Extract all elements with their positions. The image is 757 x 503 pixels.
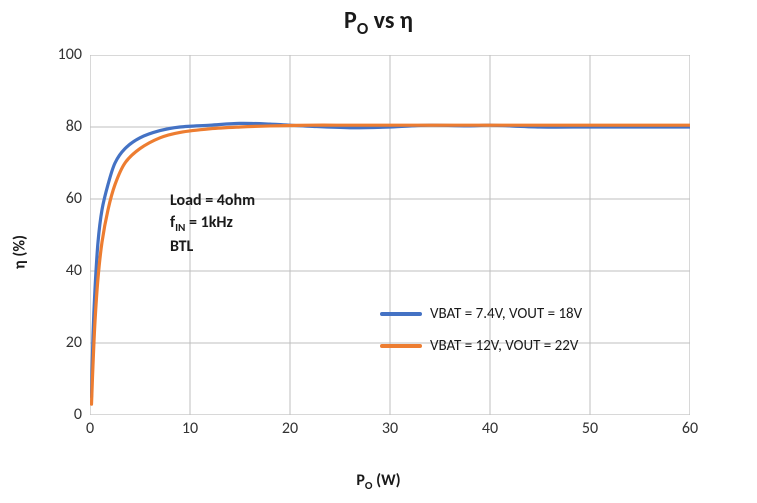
x-tick-label: 0 [70, 419, 110, 438]
x-tick-label: 10 [170, 419, 210, 438]
x-axis-label: PO (W) [0, 471, 757, 493]
x-tick-label: 50 [570, 419, 610, 438]
y-tick-label: 40 [42, 261, 82, 280]
legend-item: VBAT = 7.4V, VOUT = 18V [380, 305, 582, 323]
y-axis-label: η (%) [11, 235, 30, 269]
x-tick-label: 20 [270, 419, 310, 438]
legend-label: VBAT = 12V, VOUT = 22V [430, 337, 578, 355]
y-tick-label: 80 [42, 117, 82, 136]
chart-title: PO vs η [0, 6, 757, 39]
legend-label: VBAT = 7.4V, VOUT = 18V [430, 305, 582, 323]
chart-legend: VBAT = 7.4V, VOUT = 18V VBAT = 12V, VOUT… [380, 305, 582, 369]
legend-swatch [380, 344, 422, 348]
x-tick-label: 30 [370, 419, 410, 438]
chart-container: PO vs η η (%) PO (W) Load = 4ohmfIN = 1k… [0, 0, 757, 503]
y-tick-label: 60 [42, 189, 82, 208]
y-tick-label: 20 [42, 333, 82, 352]
y-tick-label: 100 [42, 45, 82, 64]
chart-annotation: Load = 4ohmfIN = 1kHzBTL [170, 190, 255, 257]
x-tick-label: 60 [670, 419, 710, 438]
x-tick-label: 40 [470, 419, 510, 438]
legend-item: VBAT = 12V, VOUT = 22V [380, 337, 582, 355]
legend-swatch [380, 312, 422, 316]
